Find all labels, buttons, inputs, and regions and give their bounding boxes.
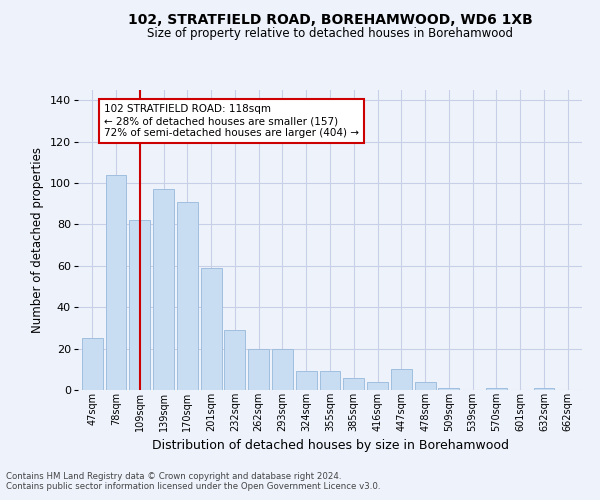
Bar xyxy=(224,330,245,390)
Text: 102, STRATFIELD ROAD, BOREHAMWOOD, WD6 1XB: 102, STRATFIELD ROAD, BOREHAMWOOD, WD6 1… xyxy=(128,12,532,26)
Bar xyxy=(415,382,436,390)
Text: Size of property relative to detached houses in Borehamwood: Size of property relative to detached ho… xyxy=(147,28,513,40)
Bar xyxy=(177,202,198,390)
Bar xyxy=(367,382,388,390)
Bar xyxy=(296,372,317,390)
Bar xyxy=(200,268,221,390)
Text: Contains public sector information licensed under the Open Government Licence v3: Contains public sector information licen… xyxy=(6,482,380,491)
Bar xyxy=(391,370,412,390)
Bar xyxy=(439,388,460,390)
Bar xyxy=(82,338,103,390)
Bar xyxy=(153,190,174,390)
Bar xyxy=(533,388,554,390)
Bar xyxy=(320,372,340,390)
Bar xyxy=(272,348,293,390)
Text: Contains HM Land Registry data © Crown copyright and database right 2024.: Contains HM Land Registry data © Crown c… xyxy=(6,472,341,481)
X-axis label: Distribution of detached houses by size in Borehamwood: Distribution of detached houses by size … xyxy=(151,439,509,452)
Bar xyxy=(343,378,364,390)
Text: 102 STRATFIELD ROAD: 118sqm
← 28% of detached houses are smaller (157)
72% of se: 102 STRATFIELD ROAD: 118sqm ← 28% of det… xyxy=(104,104,359,138)
Bar xyxy=(106,175,127,390)
Y-axis label: Number of detached properties: Number of detached properties xyxy=(31,147,44,333)
Bar xyxy=(248,348,269,390)
Bar xyxy=(486,388,507,390)
Bar xyxy=(130,220,150,390)
